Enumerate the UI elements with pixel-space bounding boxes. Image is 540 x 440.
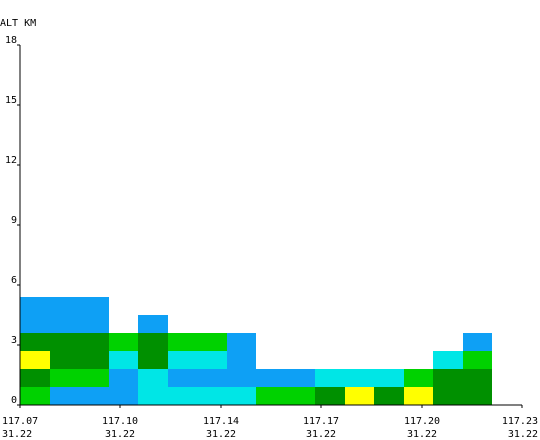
cell-col14-layer1 xyxy=(433,369,463,387)
y-tick-label-0: 0 xyxy=(11,395,17,406)
cell-col2-layer4 xyxy=(79,315,109,333)
x-tick-lon-3: 117.17 xyxy=(303,416,339,427)
x-tick-lat-2: 31.22 xyxy=(206,429,236,440)
cell-col14-layer0 xyxy=(433,387,463,405)
x-tick-lon-1: 117.10 xyxy=(102,416,138,427)
cell-col4-layer2 xyxy=(138,351,168,369)
cell-col10-layer1 xyxy=(315,369,345,387)
cell-col8-layer0 xyxy=(256,387,286,405)
cell-col1-layer5 xyxy=(50,297,79,315)
cell-col13-layer1 xyxy=(404,369,433,387)
y-tick-label-3: 3 xyxy=(11,335,17,346)
cell-col9-layer1 xyxy=(286,369,315,387)
cell-col2-layer0 xyxy=(79,387,109,405)
x-tick-lat-3: 31.22 xyxy=(306,429,336,440)
cell-col2-layer5 xyxy=(79,297,109,315)
x-ticks-layer: 117.07 31.22 117.10 31.22 117.14 31.22 117.17 3… xyxy=(2,405,538,440)
cell-col3-layer0 xyxy=(109,387,138,405)
x-tick-lon-0: 117.07 xyxy=(2,416,38,427)
cell-col15-layer0 xyxy=(463,387,492,405)
cell-col5-layer3 xyxy=(168,333,197,351)
cell-col3-layer1 xyxy=(109,369,138,387)
cell-col11-layer0 xyxy=(345,387,374,405)
cell-col15-layer3 xyxy=(463,333,492,351)
cell-col4-layer1 xyxy=(138,369,168,387)
y-tick-label-9: 9 xyxy=(11,215,17,226)
cell-col1-layer3 xyxy=(50,333,79,351)
x-tick-lon-5: 117.23 xyxy=(502,416,538,427)
cell-col5-layer2 xyxy=(168,351,197,369)
cell-col15-layer2 xyxy=(463,351,492,369)
cell-col5-layer0 xyxy=(168,387,197,405)
cell-col0-layer0 xyxy=(20,387,50,405)
cell-col0-layer4 xyxy=(20,315,50,333)
cell-col3-layer2 xyxy=(109,351,138,369)
x-tick-lat-4: 31.22 xyxy=(407,429,437,440)
cell-col6-layer2 xyxy=(197,351,227,369)
y-tick-label-15: 15 xyxy=(5,95,17,106)
y-tick-label-18: 18 xyxy=(5,35,17,46)
cell-col4-layer0 xyxy=(138,387,168,405)
cell-col6-layer1 xyxy=(197,369,227,387)
cell-col12-layer0 xyxy=(374,387,404,405)
cell-col4-layer3 xyxy=(138,333,168,351)
cell-col15-layer1 xyxy=(463,369,492,387)
cell-col2-layer1 xyxy=(79,369,109,387)
cell-col0-layer1 xyxy=(20,369,50,387)
cells-layer xyxy=(20,297,492,405)
cell-col6-layer3 xyxy=(197,333,227,351)
cell-col9-layer0 xyxy=(286,387,315,405)
x-tick-lat-5: 31.22 xyxy=(508,429,538,440)
cell-col2-layer3 xyxy=(79,333,109,351)
y-ticks-layer: 0 3 6 9 12 15 18 xyxy=(5,35,20,406)
x-tick-lat-1: 31.22 xyxy=(105,429,135,440)
cell-col0-layer2 xyxy=(20,351,50,369)
cell-col7-layer3 xyxy=(227,333,256,351)
cell-col8-layer1 xyxy=(256,369,286,387)
cell-col1-layer2 xyxy=(50,351,79,369)
cell-col7-layer2 xyxy=(227,351,256,369)
cell-col4-layer4 xyxy=(138,315,168,333)
cell-col12-layer1 xyxy=(374,369,404,387)
y-tick-label-12: 12 xyxy=(5,155,17,166)
x-tick-lon-4: 117.20 xyxy=(404,416,440,427)
cell-col5-layer1 xyxy=(168,369,197,387)
cell-col3-layer3 xyxy=(109,333,138,351)
cell-col0-layer5 xyxy=(20,297,50,315)
cell-col6-layer0 xyxy=(197,387,227,405)
cell-col1-layer4 xyxy=(50,315,79,333)
cell-col13-layer0 xyxy=(404,387,433,405)
x-tick-lat-0: 31.22 xyxy=(2,429,32,440)
cell-col7-layer1 xyxy=(227,369,256,387)
cell-col2-layer2 xyxy=(79,351,109,369)
y-tick-label-6: 6 xyxy=(11,275,17,286)
x-tick-lon-2: 117.14 xyxy=(203,416,239,427)
cell-col1-layer0 xyxy=(50,387,79,405)
cell-col0-layer3 xyxy=(20,333,50,351)
cell-col1-layer1 xyxy=(50,369,79,387)
cell-col11-layer1 xyxy=(345,369,374,387)
cell-col14-layer2 xyxy=(433,351,463,369)
y-axis-label: ALT KM xyxy=(0,18,36,29)
cell-col10-layer0 xyxy=(315,387,345,405)
cell-col7-layer0 xyxy=(227,387,256,405)
